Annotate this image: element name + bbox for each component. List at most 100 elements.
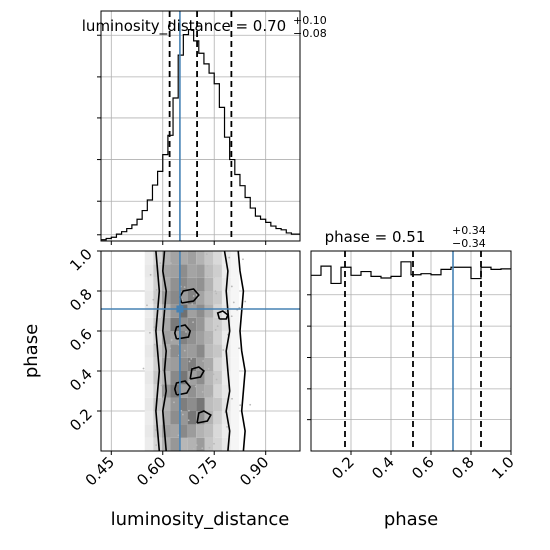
sample-point — [155, 289, 158, 291]
density-cell — [179, 424, 188, 438]
sample-point — [192, 295, 195, 297]
title-main: phase = 0.51 — [325, 228, 426, 246]
density-cell — [153, 291, 162, 305]
density-cell — [213, 357, 222, 371]
y-tick-label: 0.8 — [66, 285, 96, 315]
density-cell — [187, 424, 197, 438]
x-tick-label: 0.6 — [408, 453, 438, 483]
density-cell — [179, 317, 188, 331]
y-tick-label: 0.4 — [66, 365, 96, 395]
y-tick-label: 0.2 — [66, 405, 96, 435]
density-cell — [153, 397, 162, 411]
density-cell — [213, 424, 222, 438]
density-cell — [230, 384, 240, 398]
density-cell — [221, 411, 231, 425]
density-cell — [187, 437, 197, 451]
density-cell — [221, 357, 231, 371]
density-cell — [204, 397, 214, 411]
phase-histogram — [311, 261, 511, 285]
density-cell — [153, 437, 162, 451]
density-cell — [170, 411, 180, 425]
density-cell — [204, 357, 214, 371]
sample-point — [242, 258, 244, 261]
density-cell — [144, 304, 154, 318]
sample-point — [238, 306, 241, 309]
density-cell — [179, 344, 188, 358]
density-cell — [221, 384, 231, 398]
density-cell — [170, 317, 180, 331]
density-cell — [179, 384, 188, 398]
density-cell — [213, 437, 222, 451]
title-sub: −0.34 — [452, 237, 486, 250]
sample-point — [201, 447, 204, 450]
density-cell — [153, 331, 162, 345]
sample-point — [146, 304, 148, 307]
density-cell — [187, 411, 197, 425]
density-cell — [196, 437, 205, 451]
density-cell — [221, 331, 231, 345]
contour-blob — [173, 324, 192, 340]
density-cell — [196, 291, 205, 305]
density-cell — [179, 371, 188, 385]
density-cell — [187, 304, 197, 318]
density-cell — [144, 344, 154, 358]
title-sup: +0.34 — [452, 224, 486, 237]
density-cell — [170, 251, 180, 265]
luminosity-distance-title: luminosity_distance = 0.70 — [82, 17, 286, 36]
density-cell — [187, 384, 197, 398]
sample-point — [210, 291, 213, 294]
density-cell — [170, 371, 180, 385]
density-cell — [179, 264, 188, 278]
density-cell — [204, 291, 214, 305]
density-cell — [161, 264, 171, 278]
sample-point — [154, 429, 157, 431]
sample-point — [177, 434, 180, 437]
phase-title: phase = 0.51 — [325, 228, 426, 246]
density-cell — [161, 397, 171, 411]
density-cell — [221, 371, 231, 385]
density-cell — [187, 264, 197, 278]
density-cell — [204, 424, 214, 438]
density-cell — [161, 304, 171, 318]
sample-point — [183, 446, 186, 449]
density-cell — [204, 251, 214, 265]
density-cell — [204, 317, 214, 331]
contour-outer — [155, 250, 161, 452]
density-cell — [230, 437, 240, 451]
density-cell — [230, 277, 240, 291]
density-cell — [179, 251, 188, 265]
density-cell — [221, 397, 231, 411]
density-cell — [161, 277, 171, 291]
density-cell — [187, 371, 197, 385]
density-cell — [230, 291, 240, 305]
density-cell — [196, 344, 205, 358]
density-cell — [230, 424, 240, 438]
title-main: luminosity_distance = 0.70 — [82, 17, 286, 36]
panel1-bg — [101, 11, 300, 241]
density-cell — [170, 304, 180, 318]
density-cell — [153, 277, 162, 291]
sample-point — [194, 385, 197, 388]
density-cell — [161, 371, 171, 385]
density-cell — [144, 437, 154, 451]
density-cell — [144, 264, 154, 278]
density-cell — [187, 291, 197, 305]
contour-inner — [161, 250, 168, 452]
density-cell — [221, 317, 231, 331]
density-cell — [144, 317, 154, 331]
density-cell — [221, 424, 231, 438]
density-cell — [170, 331, 180, 345]
density-cell — [230, 304, 240, 318]
density-cell — [179, 291, 188, 305]
sample-point — [142, 367, 145, 370]
sample-point — [183, 349, 186, 352]
density-cell — [213, 344, 222, 358]
density-cell — [144, 424, 154, 438]
density-cell — [170, 291, 180, 305]
sample-point — [186, 438, 188, 441]
sample-point — [230, 285, 233, 288]
sample-point — [212, 373, 215, 376]
sample-point — [225, 310, 227, 312]
x-tick-label: 0.2 — [328, 453, 358, 483]
sample-point — [170, 338, 173, 341]
